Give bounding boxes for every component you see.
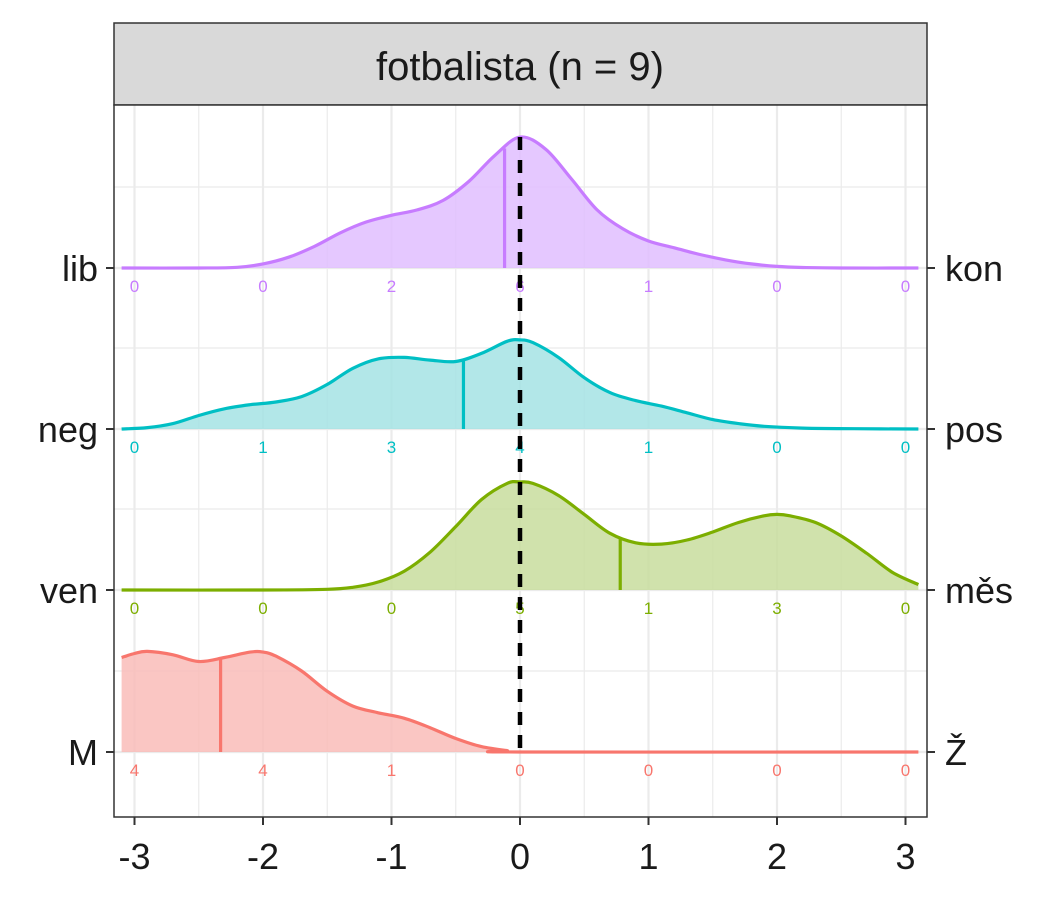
count-label: 0	[772, 277, 781, 296]
density-line-ven	[121, 479, 920, 592]
facet-strip: fotbalista (n = 9)	[113, 22, 928, 106]
x-tick-label: -1	[375, 836, 407, 877]
count-label: 0	[901, 761, 910, 780]
x-tick-label: -3	[118, 836, 150, 877]
count-label: 0	[901, 599, 910, 618]
density-line-neg	[121, 338, 919, 431]
count-label: 2	[387, 277, 396, 296]
count-label: 1	[644, 438, 653, 457]
y-label-left-M: M	[68, 732, 98, 773]
count-label: 1	[387, 761, 396, 780]
count-label: 0	[258, 599, 267, 618]
count-label: 1	[258, 438, 267, 457]
x-tick-label: -2	[247, 836, 279, 877]
count-label: 0	[258, 277, 267, 296]
count-label: 0	[130, 277, 139, 296]
y-label-right-lib: kon	[945, 248, 1003, 289]
count-label: 0	[387, 599, 396, 618]
y-label-left-neg: neg	[38, 409, 98, 450]
count-label: 0	[130, 438, 139, 457]
facet-strip-title: fotbalista (n = 9)	[376, 45, 664, 89]
y-label-left-ven: ven	[40, 570, 98, 611]
count-label: 1	[644, 599, 653, 618]
count-label: 0	[901, 438, 910, 457]
count-label: 0	[772, 761, 781, 780]
x-tick-label: 2	[767, 836, 787, 877]
count-label: 1	[644, 277, 653, 296]
y-label-right-neg: pos	[945, 409, 1003, 450]
count-label: 0	[515, 761, 524, 780]
ridge-M: 4 4 1 0 0 0 0	[121, 649, 919, 780]
count-label: 3	[387, 438, 396, 457]
y-label-right-ven: měs	[945, 570, 1013, 611]
density-line-M	[121, 649, 919, 754]
count-label: 0	[901, 277, 910, 296]
y-label-right-M: Ž	[945, 732, 967, 773]
count-label: 4	[258, 761, 267, 780]
x-tick-label: 3	[895, 836, 915, 877]
count-label: 0	[772, 438, 781, 457]
facet-strip-background	[113, 22, 928, 106]
count-label: 4	[130, 761, 139, 780]
count-label: 0	[130, 599, 139, 618]
x-tick-label: 1	[638, 836, 658, 877]
plot-panel: 0026100013410000051304410000libkonnegpos…	[38, 104, 1013, 877]
y-label-left-lib: lib	[62, 248, 98, 289]
x-tick-label: 0	[510, 836, 530, 877]
count-label: 3	[772, 599, 781, 618]
density-area-lib	[121, 136, 919, 269]
density-area-M	[121, 651, 919, 753]
count-label: 0	[644, 761, 653, 780]
density-area-neg	[121, 339, 919, 429]
